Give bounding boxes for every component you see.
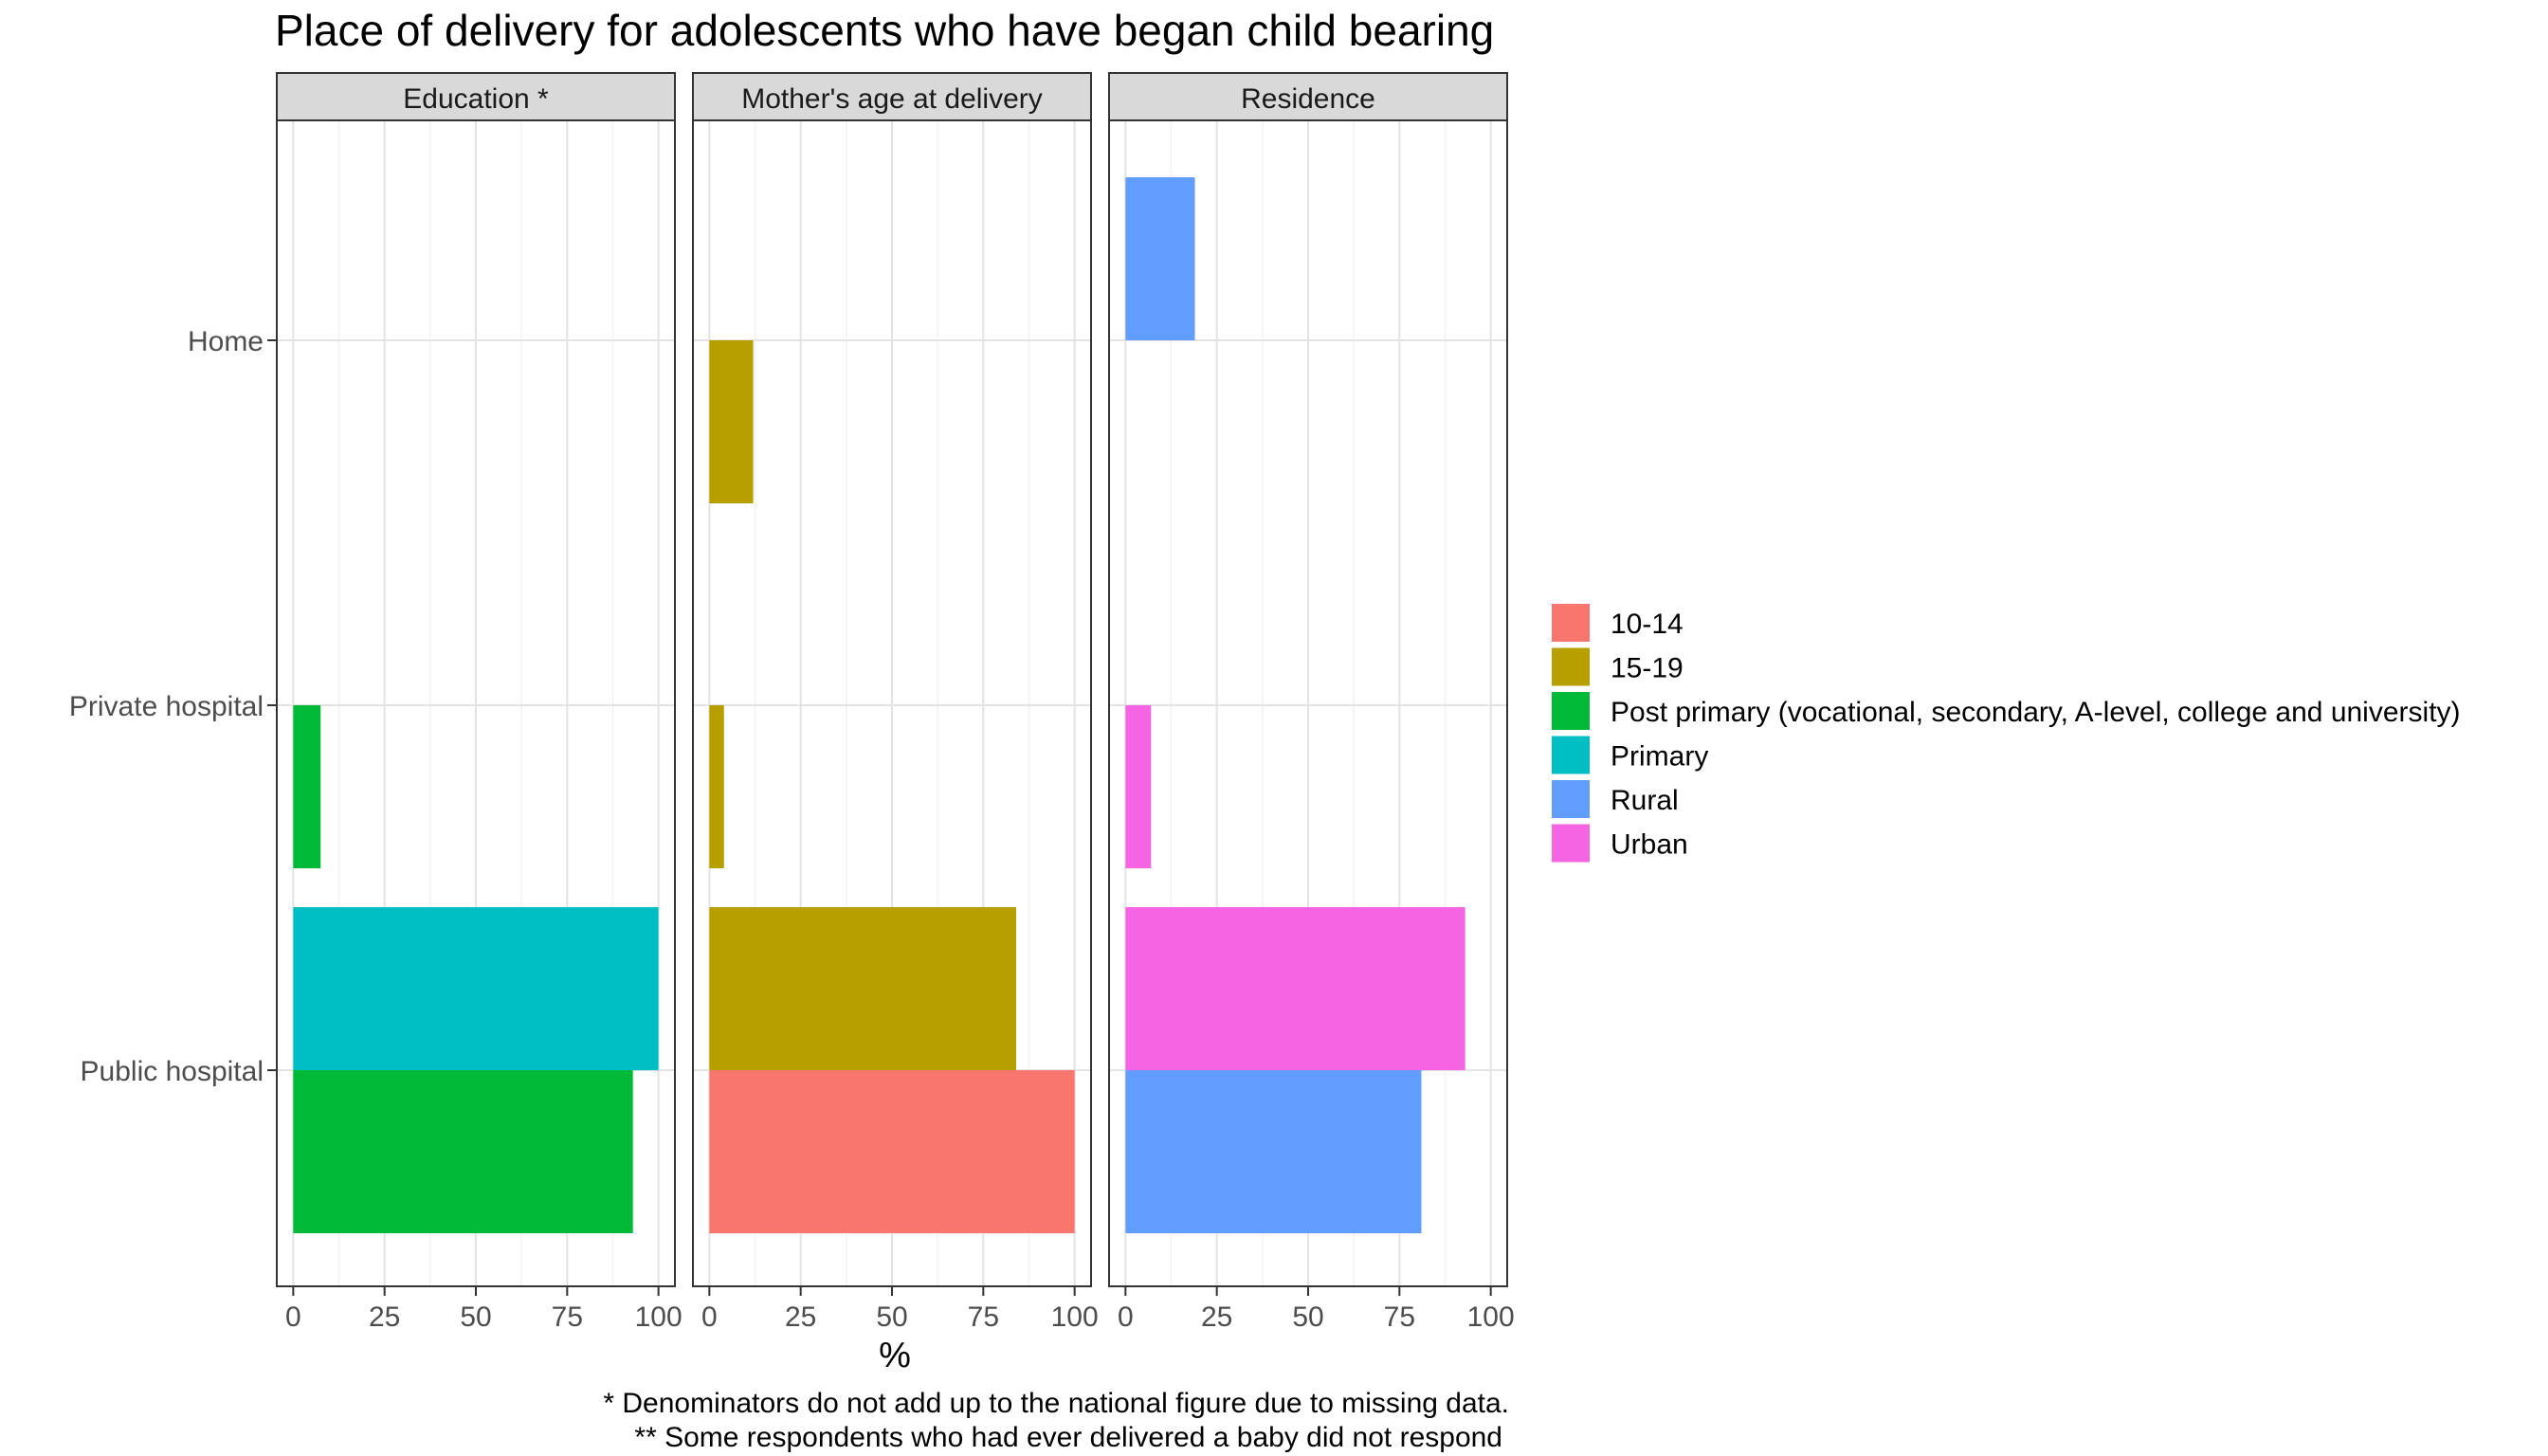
x-tick-label: 100: [635, 1301, 682, 1333]
legend-key-post-primary-vocational-secondary-a-level-college-and-university: [1552, 692, 1590, 730]
facet-strip-label: Education *: [403, 83, 549, 115]
x-tick-label: 100: [1051, 1301, 1099, 1333]
x-tick-label: 75: [968, 1301, 999, 1333]
bar-private-hospital-15-19: [709, 705, 724, 868]
x-tick-label: 0: [701, 1301, 718, 1333]
x-tick-label: 75: [552, 1301, 583, 1333]
legend-key-rural: [1552, 780, 1590, 818]
caption-no-response: ** Some respondents who had ever deliver…: [634, 1422, 1502, 1453]
legend-key-urban: [1552, 824, 1590, 863]
facet-strip: [276, 72, 676, 121]
bar-home-rural: [1125, 177, 1195, 340]
bar-public-hospital-10-14: [709, 1070, 1075, 1233]
facet-strip-label: Residence: [1241, 83, 1375, 115]
bar-public-hospital-15-19: [709, 907, 1017, 1070]
x-tick-label: 50: [460, 1301, 491, 1333]
bar-home-15-19: [709, 340, 754, 503]
x-tick-label: 25: [1201, 1301, 1232, 1333]
facet-mother-s-age-at-delivery: Mother's age at delivery 0 25 50 75 100: [692, 72, 1099, 1333]
y-tick-label-home: Home: [188, 326, 264, 357]
bar-public-hospital-rural: [1125, 1070, 1422, 1233]
legend-label: Post primary (vocational, secondary, A-l…: [1611, 697, 2461, 728]
facet-strip: [692, 72, 1092, 121]
caption-missing-data: * Denominators do not add up to the nati…: [603, 1388, 1509, 1419]
legend: 10-14 15-19 Post primary (vocational, seco…: [1552, 604, 2461, 863]
legend-label: 15-19: [1611, 653, 1684, 684]
bar-public-hospital-urban: [1125, 907, 1465, 1070]
x-tick-label: 50: [1292, 1301, 1323, 1333]
y-tick-label-public-hospital: Public hospital: [81, 1056, 264, 1087]
legend-label: Urban: [1611, 829, 1688, 861]
legend-label: Primary: [1611, 741, 1708, 773]
x-tick-label: 25: [369, 1301, 400, 1333]
x-tick-label: 75: [1384, 1301, 1415, 1333]
x-tick-label: 0: [285, 1301, 301, 1333]
bar-private-hospital-post-primary-vocational-secondary-a-level-college-and-university: [293, 705, 321, 868]
legend-key-15-19: [1552, 647, 1590, 686]
chart-title: Place of delivery for adolescents who ha…: [275, 6, 1494, 55]
facet-strip: [1108, 72, 1508, 121]
facet-education: Education * 0 25 50 75 100: [276, 72, 682, 1333]
legend-key-primary: [1552, 736, 1590, 774]
bar-private-hospital-urban: [1125, 705, 1152, 868]
x-tick-label: 100: [1467, 1301, 1515, 1333]
bar-public-hospital-post-primary-vocational-secondary-a-level-college-and-university: [293, 1070, 633, 1233]
legend-key-10-14: [1552, 604, 1590, 642]
facet-strip-label: Mother's age at delivery: [741, 83, 1043, 115]
legend-label: 10-14: [1611, 609, 1684, 640]
bar-public-hospital-primary: [293, 907, 659, 1070]
x-tick-label: 0: [1118, 1301, 1134, 1333]
x-tick-label: 25: [785, 1301, 816, 1333]
facet-residence: Residence 0 25 50 75 100: [1108, 72, 1515, 1333]
x-axis-title: %: [879, 1336, 911, 1375]
legend-label: Rural: [1611, 785, 1679, 816]
y-tick-label-private-hospital: Private hospital: [69, 691, 264, 722]
x-tick-label: 50: [876, 1301, 907, 1333]
